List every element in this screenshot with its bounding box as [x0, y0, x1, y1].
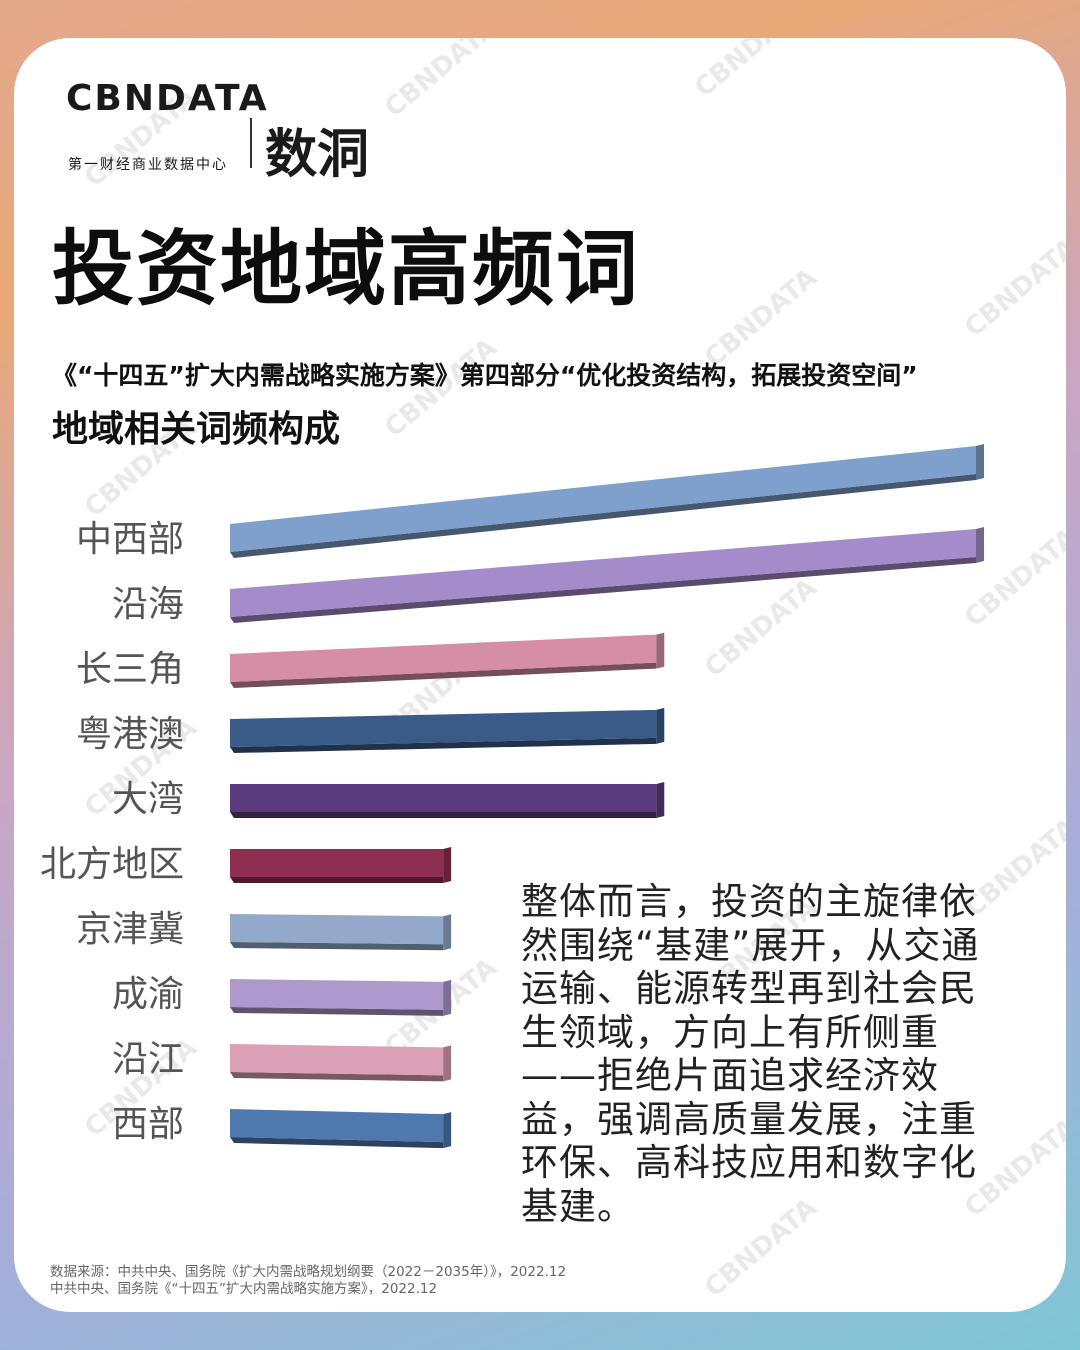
bar-3 [230, 632, 665, 688]
category-label: 京津冀 [76, 909, 184, 950]
bar-bottom-edge [230, 1072, 444, 1082]
bar-8 [230, 979, 452, 1016]
bar-bottom-edge [230, 737, 657, 753]
bar-6 [230, 847, 452, 883]
summary-text: 整体而言，投资的主旋律依然围绕“基建”展开，从交通运输、能源转型再到社会民生领域… [521, 880, 980, 1228]
category-label: 粤港澳 [76, 714, 184, 755]
category-label: 大湾 [112, 779, 184, 820]
bar-face [230, 446, 976, 552]
bar-bottom-edge [230, 474, 976, 558]
bar-1 [230, 444, 984, 558]
bar-end-cap [976, 527, 984, 563]
bar-bottom-edge [230, 662, 657, 688]
bar-face [230, 529, 976, 617]
category-label: 中西部 [76, 519, 184, 560]
bar-end-cap [443, 847, 452, 883]
bar-end-cap [656, 782, 665, 818]
bar-bottom-edge [230, 877, 444, 883]
bar-face [230, 784, 657, 812]
infographic-card: CBNDATA CBNDATA CBNDATA CBNDATA CBNDATA CBNDA… [14, 38, 1066, 1312]
bar-bottom-edge [230, 812, 657, 818]
bar-end-cap [443, 1045, 452, 1082]
bar-end-cap [443, 914, 452, 951]
logo-divider [250, 118, 252, 168]
chart-subtitle: 《“十四五”扩大内需战略实施方案》第四部分“优化投资结构，拓展投资空间” [52, 361, 918, 390]
bar-4 [230, 707, 665, 753]
bar-end-cap [443, 1112, 452, 1149]
bar-face [230, 634, 657, 682]
category-label: 西部 [112, 1104, 184, 1145]
bar-face [230, 1109, 444, 1143]
bar-2 [230, 527, 984, 623]
bar-bottom-edge [230, 942, 444, 951]
data-source: 数据来源：中共中央、国务院《扩大内需战略规划纲要（2022－2035年）》，20… [50, 1264, 566, 1298]
bar-bottom-edge [230, 1007, 444, 1016]
chart-heading: 地域相关词频构成 [52, 409, 341, 450]
bar-face [230, 849, 444, 877]
category-label: 北方地区 [40, 844, 184, 885]
category-label: 沿江 [112, 1039, 184, 1080]
bar-face [230, 979, 444, 1010]
category-label: 成渝 [112, 974, 184, 1015]
bar-bottom-edge [230, 1137, 444, 1149]
bar-5 [230, 782, 665, 818]
page-title: 投资地域高频词 [52, 222, 641, 317]
logo-subtitle: 第一财经商业数据中心 [68, 157, 228, 173]
bar-end-cap [656, 707, 665, 744]
bar-face [230, 709, 657, 747]
category-label: 长三角 [76, 649, 184, 690]
source-line-2: 中共中央、国务院《“十四五”扩大内需战略实施方案》，2022.12 [50, 1281, 438, 1297]
bar-end-cap [443, 979, 452, 1016]
category-label: 沿海 [112, 584, 184, 625]
bar-9 [230, 1044, 452, 1082]
bar-7 [230, 914, 452, 951]
bar-face [230, 914, 444, 945]
bar-end-cap [976, 444, 984, 480]
logo-mark: 数洞 [265, 125, 370, 185]
bar-10 [230, 1109, 452, 1149]
bar-end-cap [656, 632, 665, 669]
source-line-1: 数据来源：中共中央、国务院《扩大内需战略规划纲要（2022－2035年）》，20… [50, 1264, 567, 1280]
bar-face [230, 1044, 444, 1076]
logo-text: CBNDATA [66, 78, 269, 119]
bar-bottom-edge [230, 557, 976, 623]
